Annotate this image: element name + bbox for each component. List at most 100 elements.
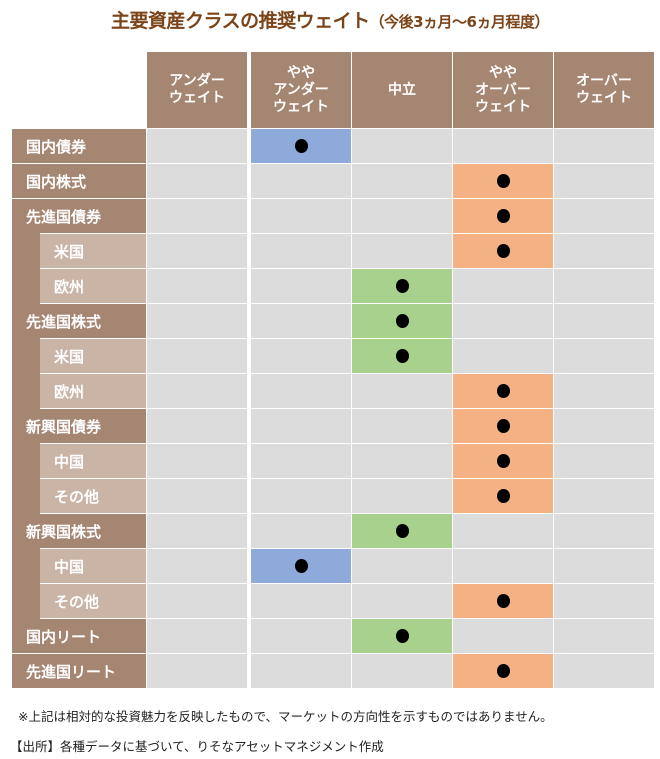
weight-marker-icon <box>294 559 308 573</box>
weight-marker-icon <box>395 524 409 538</box>
table-cell <box>453 234 553 268</box>
table-cell <box>554 479 654 513</box>
table-cell <box>352 514 452 548</box>
indent-strip <box>12 268 40 304</box>
indent-strip <box>12 583 40 619</box>
table-cell <box>147 444 247 478</box>
table-cell <box>251 444 351 478</box>
weight-marker-icon <box>496 489 510 503</box>
table-cell <box>554 199 654 233</box>
row-label: 新興国債券 <box>12 409 146 443</box>
weight-marker-icon <box>496 384 510 398</box>
row-label: その他 <box>40 479 146 513</box>
table-cell <box>554 304 654 338</box>
table-cell <box>453 444 553 478</box>
column-header: やや アンダー ウェイト <box>251 52 351 128</box>
table-cell <box>251 304 351 338</box>
table-cell <box>251 339 351 373</box>
table-cell <box>453 514 553 548</box>
weight-marker-icon <box>496 209 510 223</box>
row-label: 国内債券 <box>12 129 146 163</box>
table-cell <box>251 549 351 583</box>
table-cell <box>147 374 247 408</box>
weight-marker-icon <box>496 244 510 258</box>
row-label: 先進国債券 <box>12 199 146 233</box>
table-cell <box>453 304 553 338</box>
table-cell <box>554 129 654 163</box>
table-cell <box>453 269 553 303</box>
table-cell <box>554 619 654 653</box>
column-header: 中立 <box>352 52 452 128</box>
table-cell <box>453 619 553 653</box>
table-cell <box>453 584 553 618</box>
table-cell <box>352 654 452 688</box>
weight-marker-icon <box>395 314 409 328</box>
table-cell <box>554 269 654 303</box>
table-cell <box>352 164 452 198</box>
table-cell <box>147 304 247 338</box>
table-cell <box>147 619 247 653</box>
title-period: （今後3ヵ月～6ヵ月程度） <box>369 13 550 31</box>
table-cell <box>251 479 351 513</box>
table-cell <box>352 199 452 233</box>
row-label: 中国 <box>40 444 146 478</box>
weight-marker-icon <box>496 664 510 678</box>
table-cell <box>352 339 452 373</box>
table-cell <box>147 409 247 443</box>
indent-strip <box>12 443 40 479</box>
column-header: オーバー ウェイト <box>554 52 654 128</box>
table-cell <box>352 234 452 268</box>
table-cell <box>251 164 351 198</box>
row-label: 先進国リート <box>12 654 146 688</box>
table-cell <box>147 654 247 688</box>
table-cell <box>251 374 351 408</box>
row-label: その他 <box>40 584 146 618</box>
table-cell <box>554 514 654 548</box>
table-cell <box>352 269 452 303</box>
weight-marker-icon <box>294 139 308 153</box>
row-label: 中国 <box>40 549 146 583</box>
weight-marker-icon <box>496 419 510 433</box>
table-cell <box>352 479 452 513</box>
table-cell <box>251 409 351 443</box>
table-cell <box>251 654 351 688</box>
table-cell <box>251 514 351 548</box>
table-cell <box>147 479 247 513</box>
table-cell <box>352 409 452 443</box>
table-cell <box>147 234 247 268</box>
page-title: 主要資産クラスの推奨ウェイト（今後3ヵ月～6ヵ月程度） <box>0 6 660 33</box>
weight-marker-icon <box>496 174 510 188</box>
table-cell <box>453 409 553 443</box>
table-cell <box>352 444 452 478</box>
table-cell <box>554 549 654 583</box>
column-header: やや オーバー ウェイト <box>453 52 553 128</box>
table-cell <box>147 164 247 198</box>
table-cell <box>453 164 553 198</box>
table-cell <box>147 129 247 163</box>
row-label: 国内株式 <box>12 164 146 198</box>
weight-marker-icon <box>496 594 510 608</box>
table-cell <box>554 584 654 618</box>
row-label: 米国 <box>40 339 146 373</box>
table-cell <box>554 654 654 688</box>
weight-marker-icon <box>496 454 510 468</box>
row-label: 国内リート <box>12 619 146 653</box>
table-cell <box>147 199 247 233</box>
table-cell <box>147 269 247 303</box>
table-cell <box>453 199 553 233</box>
table-cell <box>554 444 654 478</box>
table-cell <box>251 234 351 268</box>
table-cell <box>352 619 452 653</box>
table-cell <box>147 339 247 373</box>
table-cell <box>453 479 553 513</box>
table-cell <box>147 514 247 548</box>
row-label: 先進国株式 <box>12 304 146 338</box>
column-header: アンダー ウェイト <box>147 52 247 128</box>
table-cell <box>251 269 351 303</box>
table-cell <box>453 549 553 583</box>
indent-strip <box>12 373 40 409</box>
table-cell <box>554 374 654 408</box>
table-cell <box>352 304 452 338</box>
table-cell <box>352 584 452 618</box>
table-cell <box>554 234 654 268</box>
